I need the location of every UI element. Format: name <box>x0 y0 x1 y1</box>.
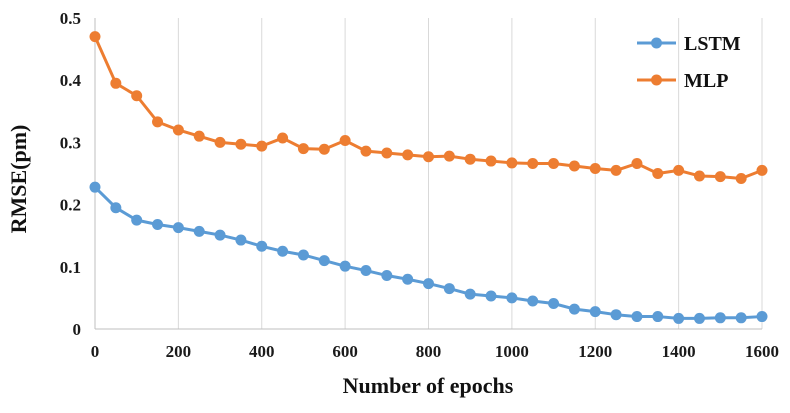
x-tick-label: 800 <box>416 342 442 361</box>
data-point-lstm <box>589 306 601 318</box>
data-point-mlp <box>256 140 268 152</box>
legend-label-lstm: LSTM <box>684 33 741 55</box>
data-point-lstm <box>631 311 643 323</box>
data-point-lstm <box>464 288 476 300</box>
y-tick-label: 0.1 <box>60 258 81 277</box>
data-point-lstm <box>402 273 414 285</box>
data-point-lstm <box>485 290 497 302</box>
data-point-mlp <box>548 158 560 170</box>
data-point-mlp <box>423 151 434 163</box>
data-point-mlp <box>110 77 122 89</box>
data-point-lstm <box>735 312 747 324</box>
data-point-mlp <box>339 135 351 147</box>
y-axis-title: RMSE(pm) <box>6 125 31 234</box>
data-point-mlp <box>235 138 247 150</box>
data-point-mlp <box>89 31 101 43</box>
data-point-mlp <box>172 124 184 136</box>
data-point-lstm <box>527 295 539 307</box>
data-point-lstm <box>568 303 580 315</box>
data-point-mlp <box>277 132 289 144</box>
data-point-lstm <box>110 202 122 214</box>
data-point-mlp <box>693 170 705 182</box>
data-point-lstm <box>277 245 289 257</box>
data-point-mlp <box>464 153 476 165</box>
series-group <box>89 31 768 324</box>
data-point-lstm <box>548 297 560 309</box>
data-point-lstm <box>652 311 664 323</box>
y-tick-label: 0.2 <box>60 196 81 215</box>
data-point-mlp <box>318 143 330 155</box>
y-tick-label: 0 <box>73 320 82 339</box>
data-point-mlp <box>631 158 643 170</box>
data-point-mlp <box>297 143 309 155</box>
data-point-lstm <box>693 312 705 324</box>
data-point-mlp <box>214 136 226 148</box>
data-point-lstm <box>506 292 518 304</box>
data-point-mlp <box>735 172 747 184</box>
data-point-lstm <box>714 312 726 324</box>
x-tick-label: 1200 <box>578 342 612 361</box>
data-point-mlp <box>714 171 726 183</box>
data-point-mlp <box>506 157 518 169</box>
data-point-lstm <box>193 225 205 237</box>
data-point-mlp <box>131 90 143 102</box>
data-point-mlp <box>568 160 580 172</box>
data-point-lstm <box>172 222 184 234</box>
y-tick-labels: 0 0.1 0.2 0.3 0.4 0.5 <box>60 9 82 339</box>
x-tick-label: 1400 <box>662 342 696 361</box>
data-point-lstm <box>89 181 101 193</box>
data-point-lstm <box>152 219 164 231</box>
y-tick-label: 0.5 <box>60 9 81 28</box>
data-point-mlp <box>485 155 497 167</box>
x-tick-label: 600 <box>332 342 358 361</box>
data-point-lstm <box>360 265 372 277</box>
x-tick-label: 400 <box>249 342 275 361</box>
axes <box>94 18 762 330</box>
legend: LSTM MLP <box>637 33 741 92</box>
data-point-lstm <box>610 309 622 321</box>
data-point-lstm <box>214 229 226 241</box>
data-point-lstm <box>381 270 393 282</box>
data-point-lstm <box>131 214 143 226</box>
data-point-mlp <box>360 145 372 157</box>
x-axis-title: Number of epochs <box>343 373 514 398</box>
x-tick-label: 200 <box>166 342 192 361</box>
y-tick-label: 0.3 <box>60 133 81 152</box>
data-point-lstm <box>256 240 268 252</box>
data-point-mlp <box>673 164 685 176</box>
legend-marker-lstm <box>651 37 662 49</box>
data-point-mlp <box>152 116 164 128</box>
data-point-mlp <box>381 147 393 159</box>
data-point-lstm <box>339 260 351 272</box>
x-tick-labels: 0 200 400 600 800 1000 1200 1400 1600 <box>91 342 779 361</box>
data-point-mlp <box>527 158 539 170</box>
data-point-mlp <box>610 164 622 176</box>
data-point-lstm <box>318 255 330 267</box>
data-point-mlp <box>756 164 768 176</box>
data-point-lstm <box>235 234 247 246</box>
x-tick-label: 1000 <box>495 342 529 361</box>
data-point-mlp <box>652 168 664 179</box>
data-point-mlp <box>402 149 414 161</box>
data-point-mlp <box>193 130 205 142</box>
data-point-lstm <box>673 312 685 324</box>
legend-label-mlp: MLP <box>684 70 728 92</box>
data-point-lstm <box>756 311 768 323</box>
data-point-lstm <box>423 278 434 290</box>
data-point-lstm <box>443 283 455 295</box>
data-point-lstm <box>297 249 309 261</box>
y-tick-label: 0.4 <box>60 71 82 90</box>
data-point-mlp <box>443 150 455 162</box>
x-tick-label: 1600 <box>745 342 779 361</box>
legend-marker-mlp <box>651 74 662 86</box>
x-tick-label: 0 <box>91 342 100 361</box>
data-point-mlp <box>589 163 601 175</box>
